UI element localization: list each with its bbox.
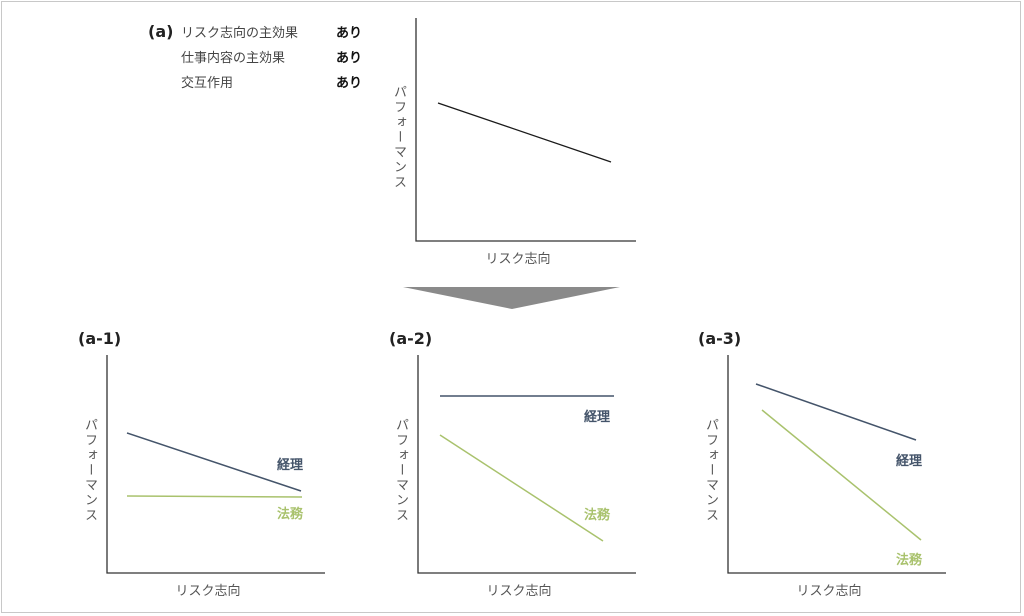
panel-label-a1: (a-1) [78,329,122,348]
effect-value: あり [336,51,363,66]
panel-label-a: (a) [148,22,174,41]
down-arrow [403,287,620,309]
effect-row: 仕事内容の主効果 あり [181,47,371,72]
a3-houmu-line [761,409,922,541]
a3-houmu-label: 法務 [896,553,923,568]
effect-value: あり [336,76,363,91]
a1-houmu-line [126,495,303,498]
a1-y-axis-label: パフォーマンス [82,418,97,523]
top-main-line [437,102,612,163]
effects-list: リスク志向の主効果 あり 仕事内容の主効果 あり 交互作用 あり [181,22,371,97]
a2-houmu-label: 法務 [584,508,611,523]
panel-label-a3: (a-3) [698,329,742,348]
a2-keiri-label: 経理 [584,410,611,425]
a1-x-axis-label: リスク志向 [175,584,241,599]
a3-axes [727,355,946,574]
effect-value: あり [336,26,363,41]
a1-axes [106,355,325,574]
effect-name: 交互作用 [181,76,234,91]
panel-label-a2: (a-2) [389,329,433,348]
a1-keiri-label: 経理 [277,458,304,473]
a2-y-axis-label: パフォーマンス [393,418,408,523]
a1-houmu-label: 法務 [277,507,304,522]
top-y-axis-label: パフォーマンス [391,85,406,190]
effect-name: リスク志向の主効果 [181,26,299,41]
top-axes [415,18,636,242]
a2-x-axis-label: リスク志向 [486,584,552,599]
effect-row: 交互作用 あり [181,72,371,97]
top-x-axis-label: リスク志向 [485,252,551,267]
a3-x-axis-label: リスク志向 [796,584,862,599]
effect-row: リスク志向の主効果 あり [181,22,371,47]
a3-keiri-line [755,383,917,441]
a2-axes [417,355,636,574]
a1-keiri-line [126,432,302,492]
a3-keiri-label: 経理 [896,454,923,469]
effect-name: 仕事内容の主効果 [181,51,286,66]
a3-y-axis-label: パフォーマンス [703,418,718,523]
a2-houmu-line [439,434,604,542]
